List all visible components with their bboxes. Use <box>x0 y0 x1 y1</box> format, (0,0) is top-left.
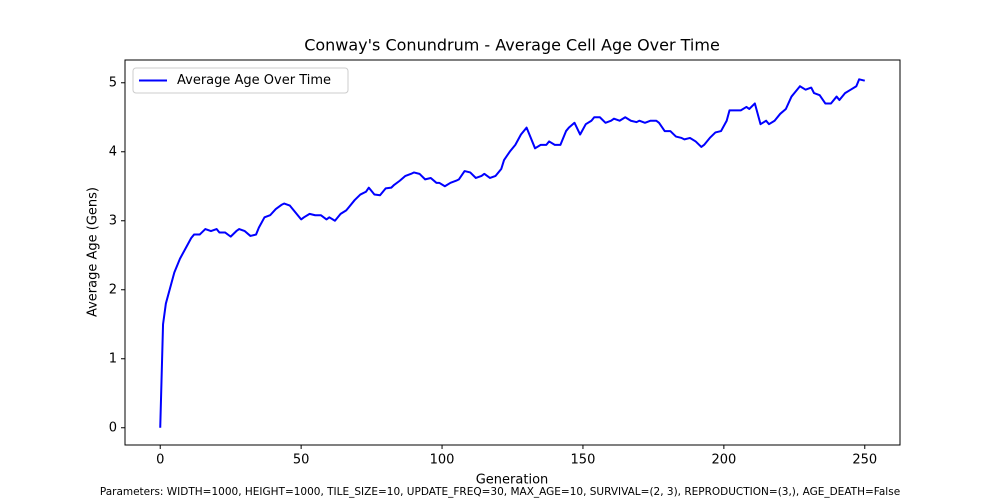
x-tick-label: 200 <box>711 453 736 468</box>
x-tick-label: 50 <box>293 453 310 468</box>
x-tick-label: 250 <box>852 453 877 468</box>
x-tick-label: 100 <box>430 453 455 468</box>
chart-title: Conway's Conundrum - Average Cell Age Ov… <box>304 36 720 55</box>
line <box>159 78 866 428</box>
y-tick-label: 2 <box>109 282 117 297</box>
y-tick-label: 1 <box>109 351 117 366</box>
y-tick-label: 0 <box>109 420 117 435</box>
legend-box <box>132 67 349 94</box>
footnote: Parameters: WIDTH=1000, HEIGHT=1000, TIL… <box>100 486 900 498</box>
legend-label: Average Age Over Time <box>177 73 331 88</box>
x-axis-label: Generation <box>476 473 549 488</box>
y-tick-label: 4 <box>109 144 117 159</box>
x-tick-label: 150 <box>571 453 596 468</box>
plot-frame <box>124 59 901 446</box>
y-axis-label: Average Age (Gens) <box>86 187 101 317</box>
y-tick-label: 5 <box>109 75 117 90</box>
y-tick-label: 3 <box>109 213 117 228</box>
x-tick-label: 0 <box>156 453 164 468</box>
